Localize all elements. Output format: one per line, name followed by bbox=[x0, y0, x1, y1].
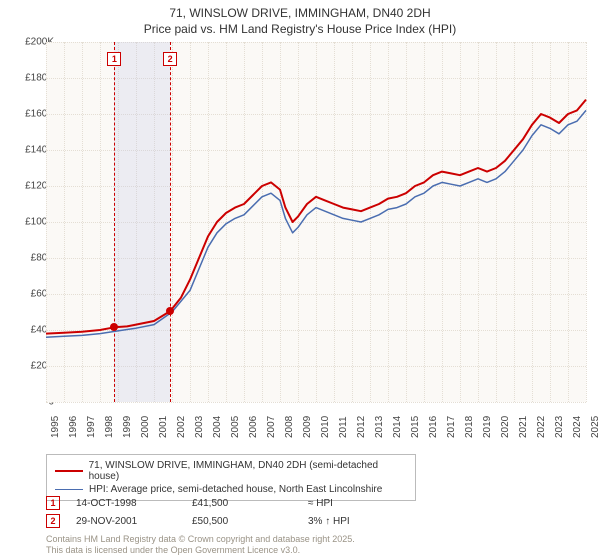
x-axis-label: 2008 bbox=[284, 416, 295, 438]
x-axis-label: 2010 bbox=[320, 416, 331, 438]
x-axis-label: 2006 bbox=[248, 416, 259, 438]
legend-item: 71, WINSLOW DRIVE, IMMINGHAM, DN40 2DH (… bbox=[55, 459, 407, 483]
annotation-date: 29-NOV-2001 bbox=[76, 516, 176, 527]
x-axis-label: 2012 bbox=[356, 416, 367, 438]
attribution-line1: Contains HM Land Registry data © Crown c… bbox=[46, 534, 355, 545]
x-axis-label: 2004 bbox=[212, 416, 223, 438]
x-axis-label: 2020 bbox=[500, 416, 511, 438]
legend-swatch bbox=[55, 489, 83, 490]
x-axis-label: 2017 bbox=[446, 416, 457, 438]
x-axis-label: 2007 bbox=[266, 416, 277, 438]
annotation-marker: 1 bbox=[46, 496, 60, 510]
x-axis-label: 2019 bbox=[482, 416, 493, 438]
x-axis-label: 2013 bbox=[374, 416, 385, 438]
x-axis-label: 2025 bbox=[590, 416, 600, 438]
x-axis-label: 1996 bbox=[68, 416, 79, 438]
x-axis-label: 2014 bbox=[392, 416, 403, 438]
annotation-table: 1 14-OCT-1998 £41,500 ≈ HPI 2 29-NOV-2001 £50,… bbox=[46, 494, 586, 530]
chart-container: 71, WINSLOW DRIVE, IMMINGHAM, DN40 2DH P… bbox=[0, 0, 600, 560]
sale-marker-dot bbox=[166, 307, 174, 315]
series-line-1 bbox=[46, 110, 586, 337]
x-axis-label: 2016 bbox=[428, 416, 439, 438]
annotation-box: 1 bbox=[107, 52, 121, 66]
x-axis-label: 2011 bbox=[338, 416, 349, 438]
annotation-box: 2 bbox=[163, 52, 177, 66]
legend-label: 71, WINSLOW DRIVE, IMMINGHAM, DN40 2DH (… bbox=[89, 460, 407, 482]
annotation-row: 1 14-OCT-1998 £41,500 ≈ HPI bbox=[46, 494, 586, 512]
x-axis-label: 1998 bbox=[104, 416, 115, 438]
plot-area: 12 bbox=[46, 42, 586, 402]
x-axis-label: 2024 bbox=[572, 416, 583, 438]
annotation-change: 3% ↑ HPI bbox=[308, 516, 408, 527]
x-axis-label: 2022 bbox=[536, 416, 547, 438]
chart-title: 71, WINSLOW DRIVE, IMMINGHAM, DN40 2DH bbox=[0, 6, 600, 20]
x-axis-label: 2000 bbox=[140, 416, 151, 438]
sale-marker-dot bbox=[110, 323, 118, 331]
x-axis-label: 2005 bbox=[230, 416, 241, 438]
attribution-line2: This data is licensed under the Open Gov… bbox=[46, 545, 355, 556]
x-axis-label: 2009 bbox=[302, 416, 313, 438]
x-axis-label: 2002 bbox=[176, 416, 187, 438]
x-axis-label: 2015 bbox=[410, 416, 421, 438]
annotation-price: £50,500 bbox=[192, 516, 292, 527]
annotation-row: 2 29-NOV-2001 £50,500 3% ↑ HPI bbox=[46, 512, 586, 530]
annotation-change: ≈ HPI bbox=[308, 498, 408, 509]
title-block: 71, WINSLOW DRIVE, IMMINGHAM, DN40 2DH P… bbox=[0, 0, 600, 36]
x-axis-label: 1999 bbox=[122, 416, 133, 438]
chart-subtitle: Price paid vs. HM Land Registry's House … bbox=[0, 22, 600, 36]
series-line-0 bbox=[46, 100, 586, 334]
attribution: Contains HM Land Registry data © Crown c… bbox=[46, 534, 355, 556]
x-axis-label: 2023 bbox=[554, 416, 565, 438]
annotation-marker: 2 bbox=[46, 514, 60, 528]
annotation-date: 14-OCT-1998 bbox=[76, 498, 176, 509]
x-axis-label: 2001 bbox=[158, 416, 169, 438]
x-axis-label: 2003 bbox=[194, 416, 205, 438]
legend-swatch bbox=[55, 470, 83, 472]
x-axis-label: 1995 bbox=[50, 416, 61, 438]
x-axis-label: 2021 bbox=[518, 416, 529, 438]
x-axis-label: 2018 bbox=[464, 416, 475, 438]
x-axis-label: 1997 bbox=[86, 416, 97, 438]
series-svg bbox=[46, 42, 586, 402]
annotation-price: £41,500 bbox=[192, 498, 292, 509]
